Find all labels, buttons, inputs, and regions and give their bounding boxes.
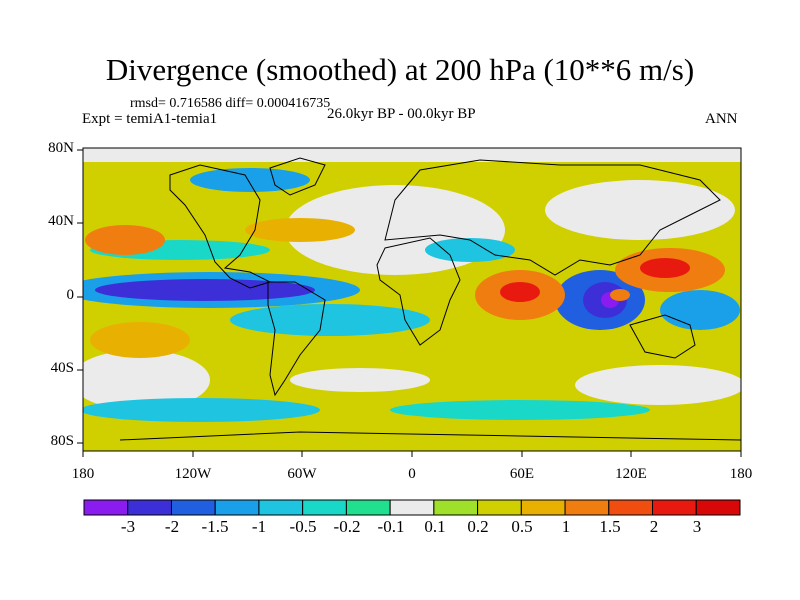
lon-label: 60W: [287, 466, 317, 482]
colorbar-label: 0.2: [467, 517, 489, 536]
colorbar-label: 2: [649, 517, 659, 536]
stats-label: rmsd= 0.716586 diff= 0.000416735: [130, 96, 331, 111]
colorbar-label: -3: [120, 517, 136, 536]
field-neutral: [575, 365, 741, 405]
colorbar-label: -0.2: [333, 517, 361, 536]
colorbar-segment: [520, 499, 566, 516]
colorbar-label: -2: [164, 517, 180, 536]
colorbar-label: -0.1: [377, 517, 405, 536]
lon-label: 120W: [174, 466, 212, 482]
lon-label: 0: [408, 466, 416, 482]
field-negative: [425, 238, 515, 262]
colorbar-label: 0.5: [511, 517, 533, 536]
colorbar-label: 3: [692, 517, 702, 536]
period-label: 26.0kyr BP - 00.0kyr BP: [327, 106, 476, 122]
lat-label: 40N: [48, 213, 74, 229]
colorbar-segment: [345, 499, 391, 516]
coastlines: [119, 157, 741, 441]
plot-title: Divergence (smoothed) at 200 hPa (10**6 …: [105, 52, 695, 87]
colorbar-segment: [214, 499, 260, 516]
colorbar-label: -0.5: [289, 517, 317, 536]
colorbar-label: 0.1: [424, 517, 446, 536]
field-positive: [85, 225, 165, 255]
colorbar-segment: [389, 499, 435, 516]
north-america-coastline: [169, 164, 272, 289]
field-positive: [245, 218, 355, 242]
eurasia-coastline: [384, 159, 721, 276]
colorbar-segment: [258, 499, 304, 516]
australia-coastline: [629, 314, 696, 359]
field-positive: [640, 258, 690, 278]
field-positive: [500, 282, 540, 302]
lon-label: 180: [71, 466, 95, 482]
field-neutral: [83, 148, 741, 162]
colorbar-segment: [652, 499, 697, 516]
colorbar-label: 1.5: [599, 517, 621, 536]
south-america-coastline: [267, 281, 326, 397]
colorbar-label: -1.5: [201, 517, 229, 536]
field-negative: [660, 290, 740, 330]
colorbar-segment: [127, 499, 172, 516]
colorbar-segment: [170, 499, 216, 516]
field-negative: [190, 168, 310, 192]
season-label: ANN: [705, 111, 738, 127]
colorbar-label: -1: [251, 517, 267, 536]
antarctica-coastline: [119, 431, 741, 441]
lon-label: 120E: [615, 466, 647, 482]
africa-coastline: [376, 237, 461, 346]
field-negative: [83, 398, 320, 422]
field-neutral: [290, 368, 430, 392]
field-negative: [390, 400, 650, 420]
field-positive: [610, 289, 630, 301]
lat-label: 0: [66, 287, 75, 303]
colorbar: [83, 499, 741, 516]
colorbar-segment: [83, 499, 129, 516]
colorbar-segment: [477, 499, 522, 516]
lon-label: 180: [729, 466, 753, 482]
axis-ticks: [77, 149, 742, 457]
field-positive: [90, 322, 190, 358]
colorbar-segment: [433, 499, 479, 516]
colorbar-segment: [302, 499, 347, 516]
colorbar-label: 1: [561, 517, 571, 536]
lat-label: 80N: [48, 140, 74, 156]
field-neutral: [545, 180, 735, 240]
lat-label: 40S: [50, 360, 74, 376]
colorbar-segment: [608, 499, 654, 516]
colorbar-segment: [564, 499, 610, 516]
colorbar-segment: [695, 499, 741, 516]
lat-label: 80S: [50, 433, 74, 449]
experiment-label: Expt = temiA1-temia1: [82, 111, 218, 127]
map-field: [83, 148, 741, 451]
field-neutral: [83, 350, 210, 410]
lon-label: 60E: [509, 466, 535, 482]
greenland-coastline: [269, 157, 326, 196]
field-negative: [230, 304, 430, 336]
